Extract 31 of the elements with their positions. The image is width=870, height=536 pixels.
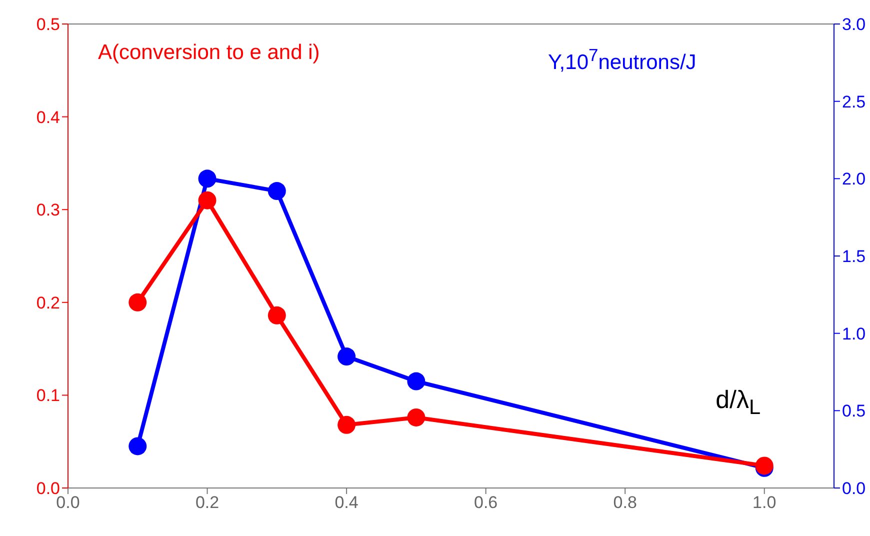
y-tick-label: 0.5 bbox=[36, 15, 60, 34]
text: A(conversion to e and i) bbox=[98, 41, 320, 65]
y2-tick-label: 1.5 bbox=[842, 247, 866, 266]
point bbox=[268, 182, 286, 200]
y2-tick-label: 2.5 bbox=[842, 92, 866, 112]
y2-tick-label: 0.0 bbox=[842, 479, 866, 498]
point bbox=[268, 306, 286, 324]
point bbox=[198, 191, 216, 210]
y2-tick-label: 1.0 bbox=[842, 324, 866, 344]
x-axis-title: d/λ$_{L}$ bbox=[716, 386, 761, 420]
y2-tick-label: 2.0 bbox=[842, 170, 866, 189]
x-tick-label: 0.6 bbox=[474, 493, 498, 512]
x-tick-label: 1.0 bbox=[752, 493, 776, 512]
y-tick-label: 0.3 bbox=[36, 200, 60, 220]
point bbox=[338, 416, 356, 434]
point bbox=[338, 348, 356, 366]
x-tick-label: 0.4 bbox=[334, 493, 358, 512]
y-tick-label: 0.2 bbox=[36, 293, 60, 312]
x-tick-label: 0.2 bbox=[195, 493, 220, 512]
point bbox=[128, 293, 147, 312]
y-tick-label: 0.1 bbox=[36, 386, 60, 406]
x-tick-label: 0.8 bbox=[613, 493, 637, 512]
point bbox=[407, 408, 426, 426]
text: Y,10$^{7}$neutrons/J bbox=[548, 45, 696, 75]
y-tick-label: 0.4 bbox=[36, 108, 60, 127]
x-tick-label: 0.0 bbox=[56, 493, 80, 512]
point bbox=[407, 372, 426, 390]
point bbox=[198, 170, 216, 188]
point bbox=[128, 437, 147, 456]
y2-tick-label: 3.0 bbox=[842, 15, 866, 34]
y2-tick-label: 0.5 bbox=[842, 402, 866, 421]
